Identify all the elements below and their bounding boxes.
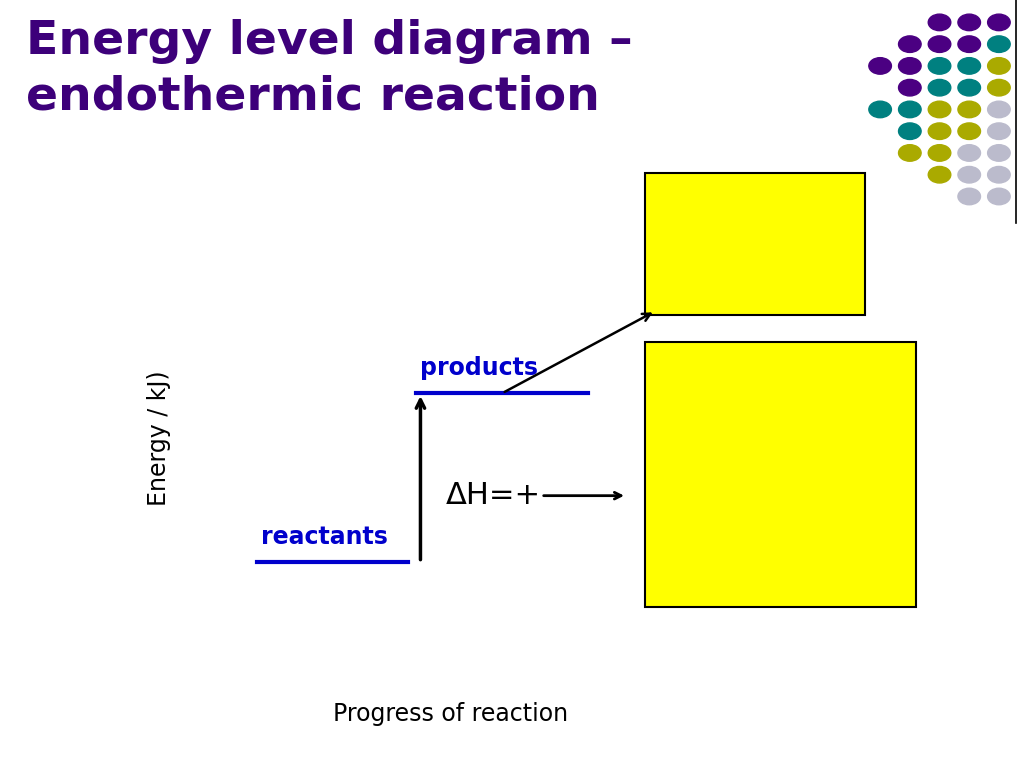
- Circle shape: [987, 36, 1011, 52]
- Text: ΔH=+: ΔH=+: [446, 482, 542, 510]
- Circle shape: [957, 36, 981, 52]
- Circle shape: [928, 144, 951, 161]
- Text: more: more: [663, 475, 727, 495]
- Circle shape: [987, 79, 1011, 96]
- Circle shape: [928, 101, 951, 118]
- Text: reactants: reactants: [261, 525, 388, 549]
- Text: This is how
much energy
is taken in: This is how much energy is taken in: [663, 186, 826, 252]
- Circle shape: [928, 123, 951, 140]
- Circle shape: [928, 36, 951, 52]
- Circle shape: [868, 58, 892, 74]
- Circle shape: [987, 188, 1011, 205]
- Text: Progress of reaction: Progress of reaction: [333, 702, 568, 726]
- Text: because the: because the: [663, 395, 815, 415]
- Circle shape: [957, 188, 981, 205]
- Text: products have: products have: [663, 435, 842, 455]
- Circle shape: [898, 101, 922, 118]
- Text: energy: energy: [714, 475, 809, 495]
- Circle shape: [898, 36, 922, 52]
- Text: than the: than the: [663, 515, 769, 535]
- Circle shape: [957, 101, 981, 118]
- Circle shape: [987, 14, 1011, 31]
- Circle shape: [898, 79, 922, 96]
- Circle shape: [987, 167, 1011, 183]
- Circle shape: [957, 123, 981, 140]
- Circle shape: [928, 167, 951, 183]
- Text: Energy level diagram –
endothermic reaction: Energy level diagram – endothermic react…: [26, 19, 632, 120]
- Text: This is positive: This is positive: [663, 355, 851, 375]
- Circle shape: [868, 101, 892, 118]
- Circle shape: [987, 58, 1011, 74]
- Circle shape: [987, 144, 1011, 161]
- Circle shape: [928, 58, 951, 74]
- Circle shape: [898, 144, 922, 161]
- Circle shape: [928, 14, 951, 31]
- Text: products: products: [421, 356, 539, 380]
- Text: reactants.: reactants.: [663, 554, 791, 574]
- Circle shape: [928, 79, 951, 96]
- Circle shape: [898, 58, 922, 74]
- Circle shape: [987, 123, 1011, 140]
- Circle shape: [957, 14, 981, 31]
- Circle shape: [957, 79, 981, 96]
- Circle shape: [987, 101, 1011, 118]
- Circle shape: [957, 144, 981, 161]
- Circle shape: [957, 167, 981, 183]
- Circle shape: [898, 123, 922, 140]
- Text: Energy / kJ): Energy / kJ): [146, 370, 171, 505]
- Circle shape: [957, 58, 981, 74]
